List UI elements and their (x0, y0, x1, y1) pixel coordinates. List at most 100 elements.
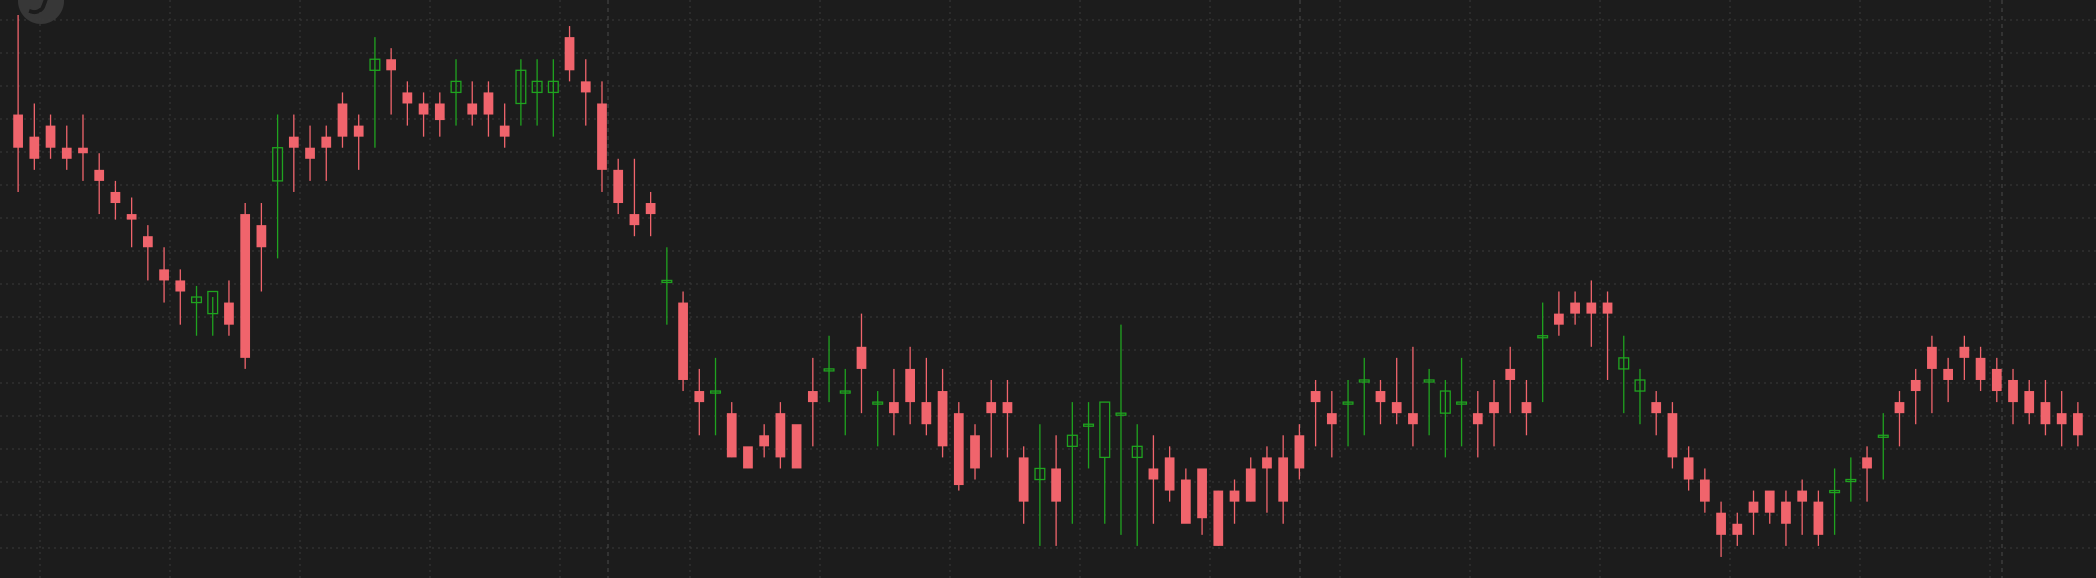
candle-down (13, 114, 23, 148)
candle-up (1115, 412, 1127, 416)
candle-down (1554, 313, 1564, 325)
candle-down (94, 169, 105, 181)
candle-down (1959, 346, 1970, 358)
candle-up (1456, 401, 1468, 405)
candle-down (1797, 490, 1808, 502)
candle-down (856, 346, 867, 369)
candle-down (1164, 457, 1175, 491)
candle-down (142, 236, 153, 248)
candle-down (775, 413, 786, 458)
candle-down (126, 214, 137, 220)
candle-down (305, 147, 315, 159)
candle-down (678, 302, 688, 380)
candle-down (2073, 413, 2083, 436)
candle-down (1910, 379, 1921, 392)
candle-down (1148, 468, 1159, 480)
candle-down (1472, 413, 1483, 425)
candle-down (321, 136, 332, 148)
candle-series (13, 15, 2083, 557)
candle-up (1618, 357, 1630, 370)
candle-down (1716, 512, 1726, 535)
candle-down (1408, 413, 1418, 425)
candle-down (937, 391, 948, 447)
candle-down (1391, 402, 1402, 414)
candle-down (1294, 435, 1305, 469)
candle-down (1375, 391, 1386, 403)
candle-up (1066, 434, 1078, 447)
candle-down (1732, 523, 1743, 535)
candle-down (483, 92, 494, 115)
candle-up (450, 80, 462, 94)
candle-up (839, 390, 851, 394)
candle-down (629, 214, 640, 226)
candle-up (661, 279, 673, 284)
candle-down (256, 225, 267, 248)
candle-down (1781, 501, 1791, 524)
candle-up (547, 80, 559, 94)
candle-down (986, 402, 997, 414)
candle-up (369, 58, 381, 71)
candle-down (1521, 402, 1532, 414)
candle-down (1197, 468, 1207, 519)
candle-down (905, 368, 916, 403)
candle-down (597, 103, 607, 170)
candle-down (110, 191, 121, 204)
candle-up (515, 69, 527, 105)
candle-up (1537, 335, 1549, 339)
candle-down (337, 103, 348, 137)
candle-down (889, 402, 899, 414)
candle-up (823, 368, 835, 372)
candle-down (1683, 457, 1694, 480)
candle-down (807, 391, 818, 403)
candle-down (953, 413, 964, 486)
candle-down (1326, 413, 1337, 425)
candle-down (759, 435, 770, 447)
candle-down (2056, 413, 2067, 425)
candle-down (1927, 346, 1937, 369)
candle-up (1131, 445, 1143, 459)
candle-down (1862, 457, 1872, 469)
candle-down (2040, 402, 2051, 425)
candle-down (1586, 302, 1597, 314)
candle-down (175, 280, 186, 292)
candle-down (1991, 368, 2002, 392)
candle-up (1439, 390, 1451, 414)
candle-up (1423, 379, 1435, 383)
candle-up (272, 147, 284, 182)
candle-down (1180, 479, 1191, 524)
candle-down (1018, 457, 1029, 502)
candle-down (1943, 368, 1954, 380)
candle-down (726, 413, 737, 458)
candle-down (353, 125, 364, 137)
candle-down (240, 214, 251, 358)
candle-up (1034, 467, 1046, 481)
candle-down (970, 435, 980, 469)
candle-down (1651, 402, 1662, 414)
candle-down (418, 103, 429, 115)
candle-up (1634, 379, 1646, 392)
candle-down (1278, 457, 1289, 502)
candle-down (1894, 402, 1905, 414)
candle-up (207, 290, 219, 315)
candle-down (580, 81, 591, 93)
candle-down (1245, 468, 1256, 502)
candle-down (467, 103, 478, 115)
candle-up (190, 296, 203, 304)
candle-down (1213, 490, 1224, 546)
candle-down (224, 302, 234, 325)
candle-down (1489, 402, 1499, 414)
candle-down (1002, 402, 1013, 414)
candle-down (694, 391, 705, 403)
candle-down (791, 424, 802, 469)
candle-down (1764, 490, 1775, 513)
candle-up (710, 390, 722, 394)
candle-down (1262, 457, 1272, 469)
candle-down (1748, 501, 1759, 513)
candle-down (1813, 501, 1824, 535)
candle-down (402, 92, 413, 104)
candle-down (2008, 379, 2018, 403)
candle-up (1099, 401, 1111, 459)
candle-down (29, 136, 40, 159)
